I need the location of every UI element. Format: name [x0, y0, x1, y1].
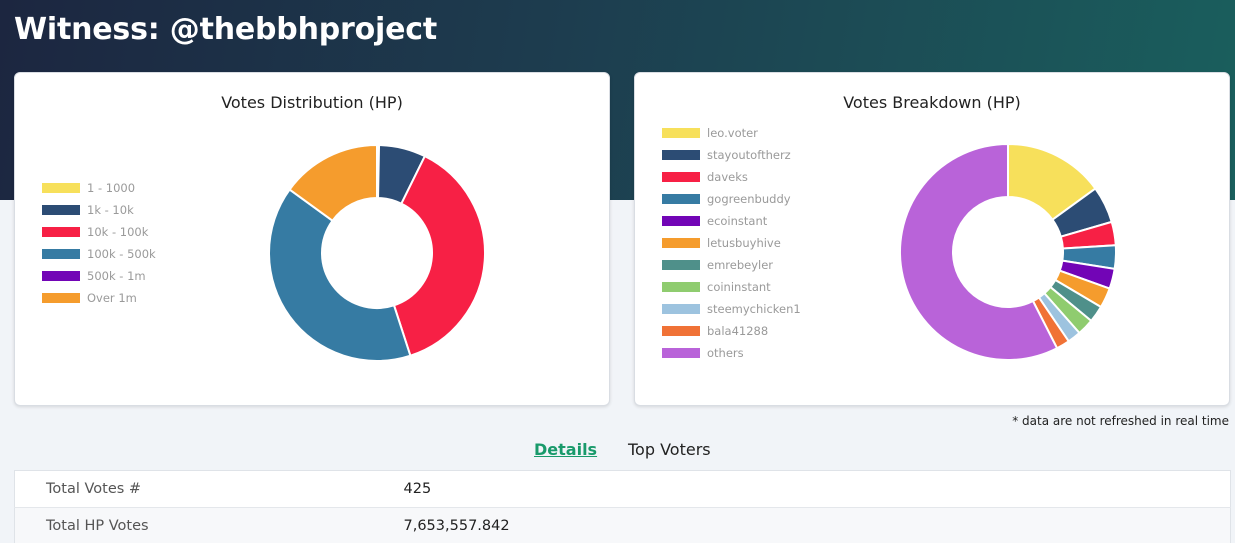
row-label: Total Votes # [14, 470, 404, 508]
donut-slice-others[interactable] [899, 143, 1059, 361]
legend-item[interactable]: 500k - 1m [42, 265, 156, 287]
legend-item[interactable]: coininstant [662, 276, 801, 298]
legend-swatch [662, 348, 700, 358]
legend-label: 1k - 10k [87, 203, 134, 217]
legend-swatch [662, 172, 700, 182]
legend-item[interactable]: ecoinstant [662, 210, 801, 232]
votes-breakdown-legend: leo.voter stayoutoftherz daveks gogreenb… [662, 122, 801, 364]
legend-swatch [42, 293, 80, 303]
votes-distribution-card: Votes Distribution (HP) 1 - 1000 1k - 10… [14, 72, 610, 406]
legend-swatch [42, 205, 80, 215]
tab-details[interactable]: Details [534, 440, 598, 459]
legend-label: coininstant [707, 280, 771, 294]
legend-label: 500k - 1m [87, 269, 146, 283]
legend-swatch [42, 249, 80, 259]
row-value: 425 [403, 470, 1231, 508]
legend-label: bala41288 [707, 324, 769, 338]
legend-item[interactable]: 100k - 500k [42, 243, 156, 265]
legend-swatch [662, 260, 700, 270]
legend-swatch [662, 304, 700, 314]
table-row: Total HP Votes 7,653,557.842 [14, 507, 1231, 543]
row-label: Total HP Votes [14, 507, 404, 543]
legend-swatch [662, 194, 700, 204]
legend-item[interactable]: 1k - 10k [42, 199, 156, 221]
legend-swatch [42, 183, 80, 193]
votes-breakdown-donut [899, 143, 1117, 361]
donut-slice-10k-100k[interactable] [392, 154, 486, 357]
legend-label: emrebeyler [707, 258, 774, 272]
legend-label: 10k - 100k [87, 225, 149, 239]
legend-swatch [662, 150, 700, 160]
votes-distribution-donut [268, 144, 486, 362]
refresh-note: * data are not refreshed in real time [1012, 414, 1229, 428]
legend-label: letusbuyhive [707, 236, 781, 250]
legend-label: ecoinstant [707, 214, 768, 228]
votes-distribution-legend: 1 - 1000 1k - 10k 10k - 100k 100k - 500k… [42, 177, 156, 309]
legend-label: 1 - 1000 [87, 181, 136, 195]
legend-label: leo.voter [707, 126, 758, 140]
votes-breakdown-card: Votes Breakdown (HP) leo.voter stayoutof… [634, 72, 1230, 406]
legend-item[interactable]: daveks [662, 166, 801, 188]
page-title: Witness: @thebbhproject [14, 12, 437, 47]
legend-label: stayoutoftherz [707, 148, 791, 162]
legend-swatch [662, 238, 700, 248]
legend-item[interactable]: 1 - 1000 [42, 177, 156, 199]
legend-item[interactable]: stayoutoftherz [662, 144, 801, 166]
legend-swatch [662, 216, 700, 226]
legend-label: gogreenbuddy [707, 192, 791, 206]
legend-item[interactable]: others [662, 342, 801, 364]
legend-swatch [42, 227, 80, 237]
legend-item[interactable]: 10k - 100k [42, 221, 156, 243]
legend-swatch [662, 282, 700, 292]
details-tabs: Details Top Voters [0, 440, 1235, 462]
legend-label: steemychicken1 [707, 302, 801, 316]
legend-item[interactable]: leo.voter [662, 122, 801, 144]
legend-item[interactable]: bala41288 [662, 320, 801, 342]
details-table: Total Votes # 425 Total HP Votes 7,653,5… [14, 470, 1231, 543]
legend-item[interactable]: letusbuyhive [662, 232, 801, 254]
donut-slice-100k-500k[interactable] [268, 188, 412, 362]
tab-top-voters[interactable]: Top Voters [628, 440, 711, 459]
row-value: 7,653,557.842 [403, 507, 1231, 543]
legend-item[interactable]: Over 1m [42, 287, 156, 309]
legend-swatch [42, 271, 80, 281]
votes-distribution-title: Votes Distribution (HP) [221, 93, 403, 112]
votes-breakdown-title: Votes Breakdown (HP) [843, 93, 1021, 112]
legend-item[interactable]: gogreenbuddy [662, 188, 801, 210]
legend-swatch [662, 128, 700, 138]
legend-swatch [662, 326, 700, 336]
table-row: Total Votes # 425 [14, 470, 1231, 508]
legend-label: daveks [707, 170, 748, 184]
legend-label: Over 1m [87, 291, 137, 305]
legend-label: others [707, 346, 744, 360]
legend-label: 100k - 500k [87, 247, 156, 261]
legend-item[interactable]: steemychicken1 [662, 298, 801, 320]
legend-item[interactable]: emrebeyler [662, 254, 801, 276]
donut-slice-over-1m[interactable] [288, 144, 378, 223]
